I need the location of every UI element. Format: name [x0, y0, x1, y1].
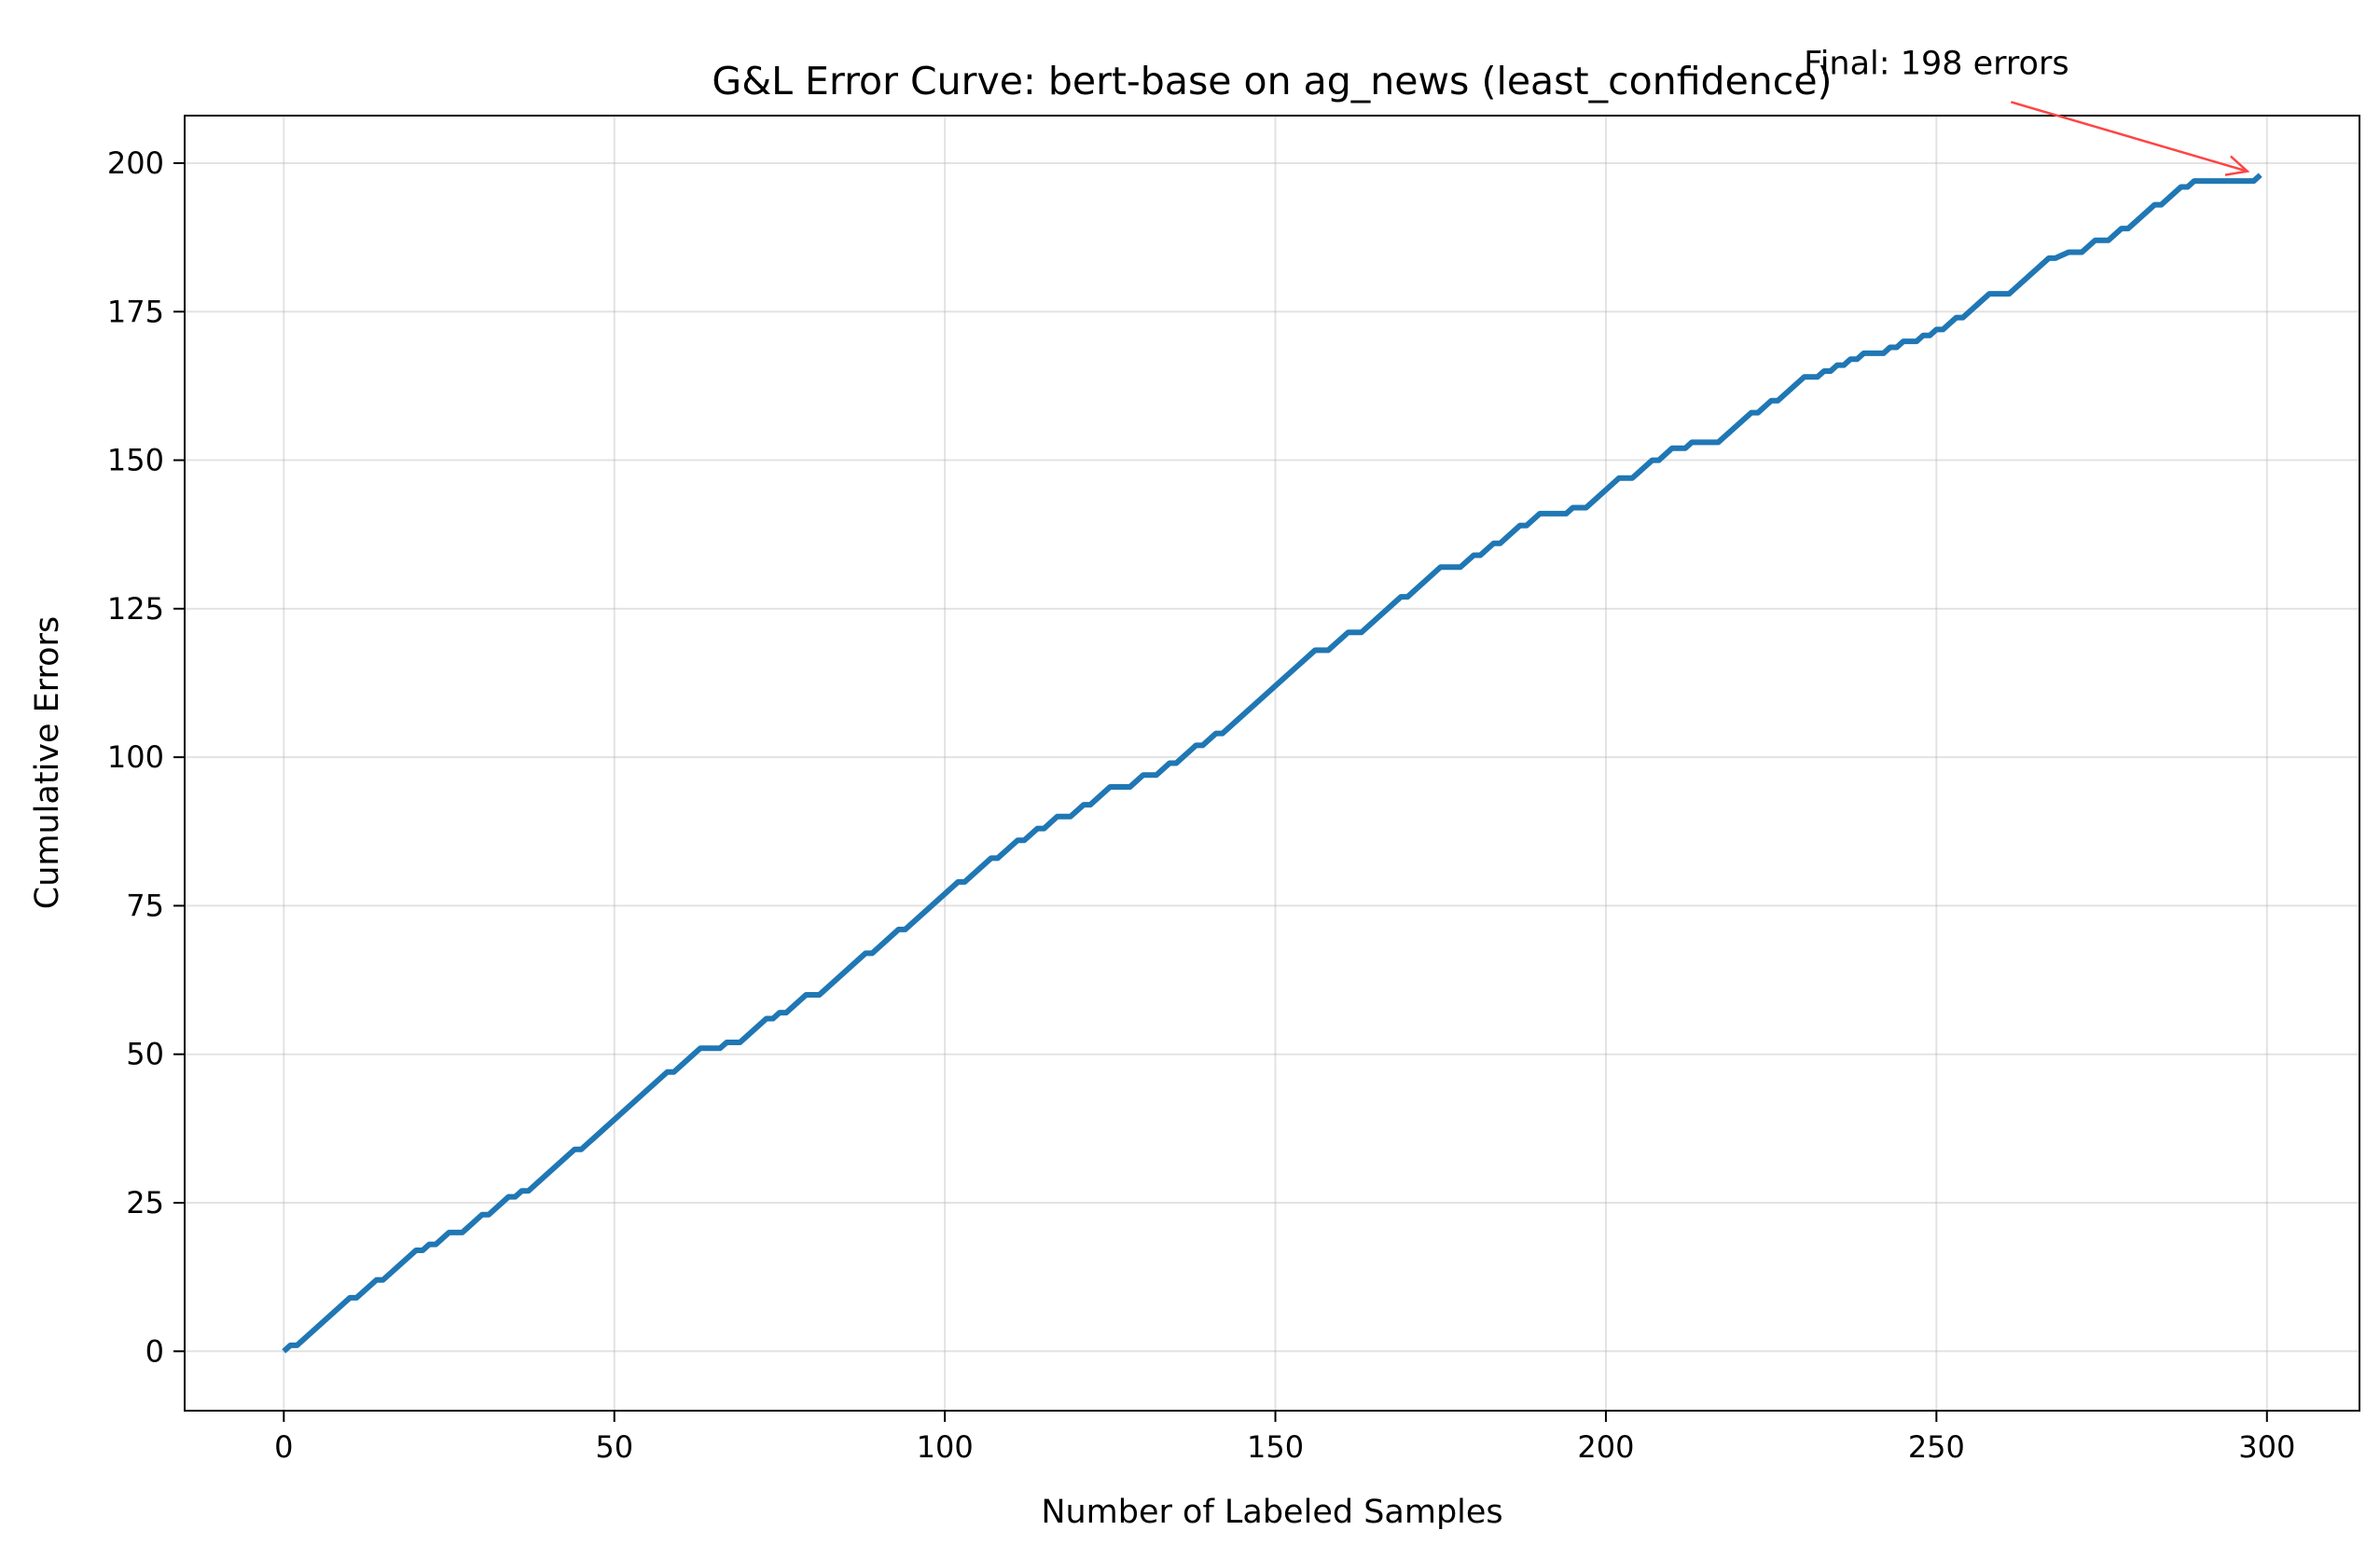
y-tick-label: 100: [107, 739, 164, 775]
x-tick-label: 0: [274, 1429, 293, 1465]
x-tick-label: 50: [595, 1429, 633, 1465]
series-line: [282, 172, 2262, 1354]
x-tick-label: 100: [917, 1429, 974, 1465]
y-tick-label: 25: [126, 1185, 164, 1220]
annotation-arrow: [2011, 101, 2249, 172]
y-tick-label: 150: [107, 443, 164, 478]
y-tick-label: 50: [126, 1037, 164, 1072]
chart-title: G&L Error Curve: bert-base on ag_news (l…: [712, 59, 1832, 103]
y-tick-label: 0: [145, 1333, 164, 1369]
x-tick-label: 150: [1247, 1429, 1304, 1465]
x-tick-label: 250: [1908, 1429, 1965, 1465]
y-tick-label: 200: [107, 145, 164, 181]
ticks: 0 50 100 150 200 250 300 0 25 50 75 100 125 150 175 200: [107, 145, 2295, 1465]
annotation: Final: 198 errors: [1804, 45, 2250, 176]
x-tick-label: 300: [2238, 1429, 2295, 1465]
series-layer: [282, 172, 2262, 1354]
x-tick-label: 200: [1577, 1429, 1634, 1465]
annotation-arrowhead: [2224, 155, 2250, 176]
axes-frame: [184, 115, 2360, 1412]
y-tick-label: 75: [126, 888, 164, 923]
x-axis-label: Number of Labeled Samples: [1041, 1494, 1502, 1531]
y-tick-label: 125: [107, 591, 164, 627]
y-axis-label: Cumulative Errors: [29, 616, 66, 909]
y-tick-label: 175: [107, 294, 164, 329]
annotation-text: Final: 198 errors: [1804, 45, 2069, 82]
